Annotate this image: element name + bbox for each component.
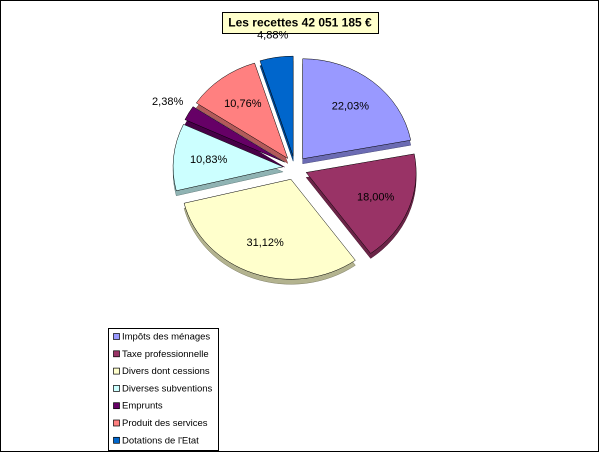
legend-label: Produit des services xyxy=(122,418,208,429)
data-label: 18,00% xyxy=(357,191,395,203)
legend-swatch xyxy=(113,419,120,427)
title-box xyxy=(222,12,379,34)
data-label: 10,83% xyxy=(190,154,228,166)
legend-swatch xyxy=(113,385,120,392)
chart-title: Les recettes 42 051 185 € xyxy=(228,16,372,30)
slice xyxy=(305,153,417,254)
legend-box xyxy=(108,328,219,451)
legend-label: Diverses subventions xyxy=(122,383,213,394)
legend-swatch xyxy=(113,402,120,410)
slice xyxy=(302,58,412,160)
data-label: 4,88% xyxy=(257,29,288,41)
legend-label: Emprunts xyxy=(122,401,163,412)
legend-swatch xyxy=(113,350,120,358)
slice xyxy=(183,178,356,280)
data-label: 31,12% xyxy=(246,237,284,249)
slice xyxy=(172,124,284,192)
legend-label: Taxe professionnelle xyxy=(122,349,209,360)
legend-label: Impôts des ménages xyxy=(122,332,210,343)
legend-label: Dotations de l'Etat xyxy=(122,435,199,446)
data-label: 10,76% xyxy=(224,98,262,110)
data-label: 2,38% xyxy=(152,96,183,108)
slice xyxy=(184,106,285,163)
slice xyxy=(259,55,294,157)
legend-swatch xyxy=(113,333,120,340)
legend-swatch xyxy=(113,367,120,375)
slice xyxy=(195,62,289,159)
legend-label: Divers dont cessions xyxy=(122,366,210,377)
legend-swatch xyxy=(113,436,120,444)
data-label: 22,03% xyxy=(332,100,370,112)
